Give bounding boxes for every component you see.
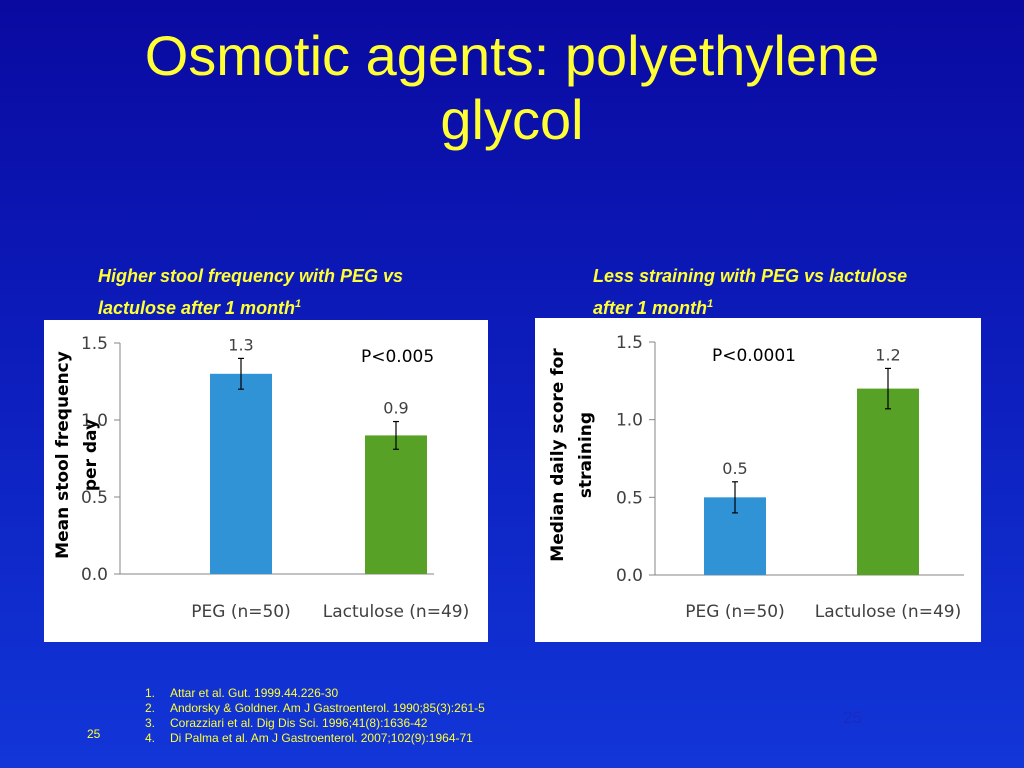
p-value-annotation: P<0.005	[361, 347, 434, 367]
slide-title-line2: glycol	[440, 88, 584, 151]
y-tick-label: 1.0	[81, 411, 108, 431]
data-label: 1.2	[875, 345, 900, 364]
y-tick-label: 1.0	[616, 411, 643, 431]
data-label: 1.3	[228, 335, 253, 354]
bar	[210, 373, 272, 574]
bar	[857, 388, 919, 575]
bar	[365, 435, 427, 574]
slide-number: 25	[87, 727, 101, 741]
chart2-caption-line2: after 1 month	[593, 298, 708, 318]
y-tick-label: 1.5	[616, 333, 643, 353]
straining-score-chart-svg: 0.0 0.5 1.0 1.5 Median daily score for strain…	[548, 333, 964, 622]
chart1-caption: Higher stool frequency with PEG vs lactu…	[98, 262, 403, 322]
references-list: 1. Attar et al. Gut. 1999.44.226-30 2. And…	[145, 686, 485, 746]
y-axis-label-line2: per day	[81, 419, 101, 491]
x-tick-label: Lactulose (n=49)	[815, 602, 961, 622]
stool-frequency-chart-svg: 0.0 0.5 1.0 1.5 Mean stool frequency per day 1…	[53, 334, 469, 622]
y-tick-label: 0.5	[616, 488, 643, 508]
y-tick-label: 1.5	[81, 334, 108, 354]
chart2-caption: Less straining with PEG vs lactulose aft…	[593, 262, 907, 322]
y-axis-label-line1: Median daily score for	[548, 348, 568, 562]
chart1-caption-line1: Higher stool frequency with PEG vs	[98, 266, 404, 286]
p-value-annotation: P<0.0001	[712, 346, 796, 366]
straining-score-chart: 0.0 0.5 1.0 1.5 Median daily score for strain…	[535, 318, 981, 642]
data-label: 0.5	[722, 459, 747, 478]
chart2-caption-line1: Less straining with PEG vs lactulose	[593, 266, 908, 286]
x-tick-label: PEG (n=50)	[191, 602, 291, 622]
chart2-caption-ref: 1	[707, 298, 714, 310]
stool-frequency-chart: 0.0 0.5 1.0 1.5 Mean stool frequency per day 1…	[44, 320, 488, 642]
y-axis-label-line2: straining	[576, 412, 596, 498]
x-tick-label: Lactulose (n=49)	[323, 602, 469, 622]
reference-item: 1. Attar et al. Gut. 1999.44.226-30	[145, 686, 339, 700]
data-label: 0.9	[383, 399, 408, 418]
chart1-caption-ref: 1	[295, 298, 302, 310]
x-tick-label: PEG (n=50)	[685, 602, 785, 622]
y-tick-label: 0.0	[616, 566, 643, 586]
reference-item: 4. Di Palma et al. Am J Gastroenterol. 20…	[145, 731, 473, 745]
slide-title: Osmotic agents: polyethylene glycol	[0, 24, 1024, 152]
slide-title-line1: Osmotic agents: polyethylene	[144, 24, 880, 87]
y-axis-label-line1: Mean stool frequency	[53, 351, 73, 559]
reference-item: 3. Corazziari et al. Dig Dis Sci. 1996;41…	[145, 716, 428, 730]
reference-item: 2. Andorsky & Goldner. Am J Gastroenterol…	[145, 701, 485, 715]
slide-number-faint: 25	[843, 708, 862, 727]
chart1-caption-line2: lactulose after 1 month	[98, 298, 296, 318]
y-tick-label: 0.0	[81, 565, 108, 585]
y-tick-label: 0.5	[81, 488, 108, 508]
